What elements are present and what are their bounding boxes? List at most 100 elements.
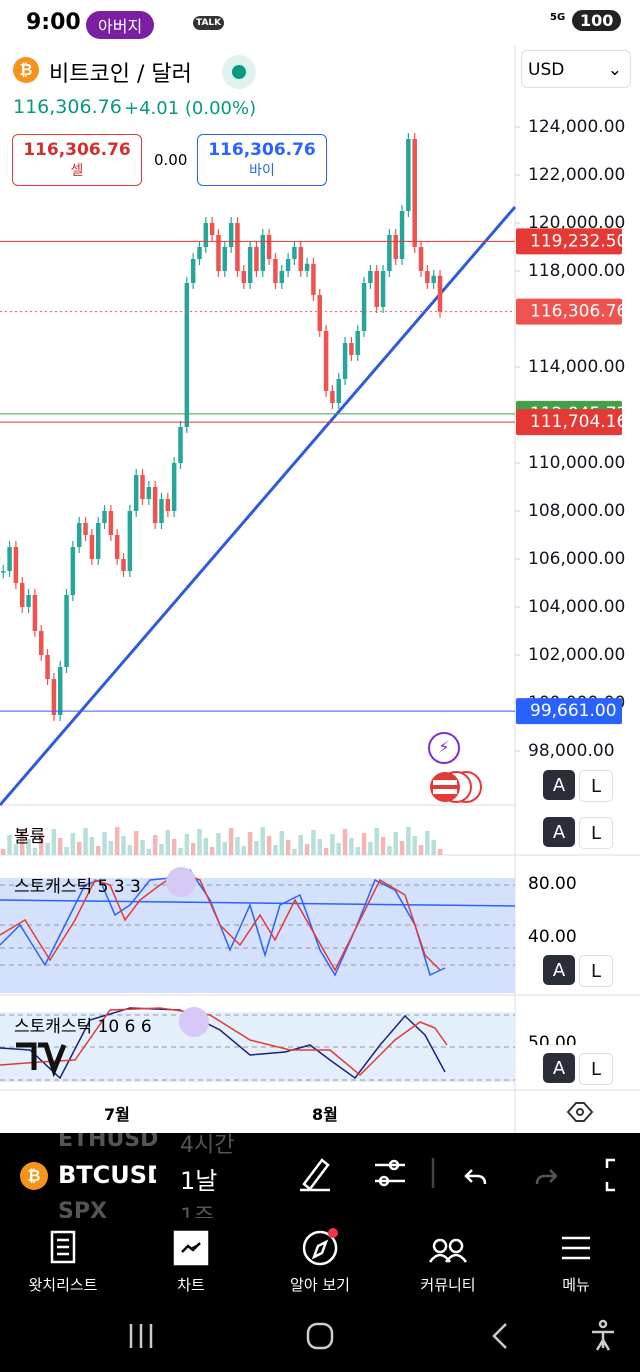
volume-bar — [102, 832, 107, 855]
candle — [57, 667, 63, 716]
candle — [304, 263, 310, 272]
log-button[interactable]: L — [579, 770, 613, 802]
nav-label: 메뉴 — [562, 1276, 590, 1294]
price-label-bg — [516, 409, 622, 436]
stoch1-label: 스토캐스틱 5 3 3 — [14, 877, 141, 897]
y-tick-label: 106,000.00 — [528, 549, 625, 569]
volume-bar — [247, 832, 253, 855]
volume-bar — [285, 840, 291, 855]
log-button[interactable]: L — [579, 1053, 613, 1085]
log-button[interactable]: L — [579, 817, 613, 849]
volume-bar — [165, 830, 171, 855]
buy-price: 116,306.76 — [208, 140, 316, 160]
candle — [349, 343, 354, 356]
candle — [355, 331, 360, 356]
volume-bar — [83, 828, 88, 855]
candle — [292, 247, 297, 260]
stoch-tick: 80.00 — [528, 874, 577, 894]
symbol[interactable]: BTCUSD — [58, 1161, 156, 1189]
svg-text:⚡: ⚡ — [438, 738, 449, 757]
y-tick-label: 124,000.00 — [528, 117, 625, 137]
volume-bar — [114, 827, 120, 855]
stoch2-label: 스토캐스틱 10 6 6 — [14, 1017, 152, 1037]
candle — [121, 559, 126, 572]
candle — [418, 247, 424, 272]
tool-icons[interactable] — [290, 1148, 640, 1198]
nav-item[interactable]: 알아 보기 — [270, 1226, 370, 1295]
candle — [387, 235, 392, 272]
volume-bar — [292, 849, 297, 855]
interval[interactable]: 1날 — [180, 1167, 218, 1195]
buy-button[interactable]: 116,306.76 바이 — [197, 134, 327, 186]
log-button[interactable]: L — [579, 955, 613, 987]
candle — [159, 499, 164, 524]
volume-bar — [387, 846, 392, 855]
spread: 0.00 — [154, 151, 188, 169]
candle — [1, 571, 6, 573]
candle — [184, 283, 190, 428]
interval-option[interactable]: 1주 — [180, 1205, 215, 1218]
price-label: 99,661.00 — [530, 701, 617, 721]
auto-button[interactable]: A — [543, 955, 575, 985]
nav-icon — [302, 1228, 338, 1266]
candle — [95, 523, 101, 560]
candle — [13, 547, 19, 584]
volume-bar — [355, 847, 360, 855]
symbol-option[interactable]: ETHUSD — [58, 1133, 159, 1152]
candle — [32, 595, 38, 632]
nav-icon — [428, 1238, 468, 1263]
volume-bar — [133, 831, 139, 855]
bottom-nav: 왓치리스트 차트 알아 보기 커뮤니티 메뉴 — [0, 1218, 640, 1372]
currency-select[interactable]: USD ⌄ — [521, 50, 631, 88]
auto-button[interactable]: A — [543, 770, 575, 800]
currency: USD — [528, 60, 565, 80]
candle — [19, 583, 25, 608]
volume-bar — [184, 834, 190, 855]
volume-bar — [197, 829, 202, 855]
candle — [285, 259, 291, 272]
volume-bar — [368, 842, 373, 855]
volume-bar — [317, 839, 322, 855]
volume-bar — [45, 843, 50, 855]
symbol-option[interactable]: SPX — [58, 1199, 107, 1218]
candle — [298, 247, 304, 272]
buy-label: 바이 — [249, 163, 275, 179]
price-label-bg — [516, 298, 622, 325]
volume-bar — [178, 848, 183, 855]
volume-bar — [190, 843, 196, 855]
nav-item[interactable]: 메뉴 — [526, 1226, 626, 1295]
volume-bar — [222, 842, 228, 855]
candle — [7, 547, 12, 572]
nav-item[interactable]: 커뮤니티 — [398, 1226, 498, 1295]
candle — [38, 631, 44, 656]
candle — [406, 139, 411, 212]
price-label: 111,704.16 — [530, 412, 627, 432]
candle — [399, 211, 405, 260]
volume-bar — [254, 841, 259, 855]
x-label: 7월 — [104, 1105, 130, 1124]
volume-bar — [121, 836, 126, 855]
candle — [323, 331, 329, 392]
volume-bar — [342, 829, 348, 855]
volume-bar — [19, 830, 25, 855]
candle — [203, 223, 209, 248]
volume-bar — [235, 837, 240, 855]
volume-bar — [64, 847, 69, 855]
auto-button[interactable]: A — [543, 817, 575, 847]
volume-bar — [57, 838, 63, 855]
candle — [70, 547, 76, 596]
sell-button[interactable]: 116,306.76 셀 — [12, 134, 142, 186]
candle — [51, 679, 57, 716]
volume-bar — [330, 834, 335, 855]
nav-item[interactable]: 왓치리스트 — [13, 1226, 113, 1295]
system-nav — [129, 1319, 614, 1351]
nav-item[interactable]: 차트 — [141, 1226, 241, 1295]
battery: 100 — [572, 10, 622, 31]
interval-option[interactable]: 4시간 — [180, 1133, 235, 1158]
auto-button[interactable]: A — [543, 1053, 575, 1083]
volume-bar — [108, 841, 114, 855]
sell-label: 셀 — [70, 163, 84, 179]
volume-bar — [380, 837, 386, 855]
candle — [108, 511, 114, 536]
